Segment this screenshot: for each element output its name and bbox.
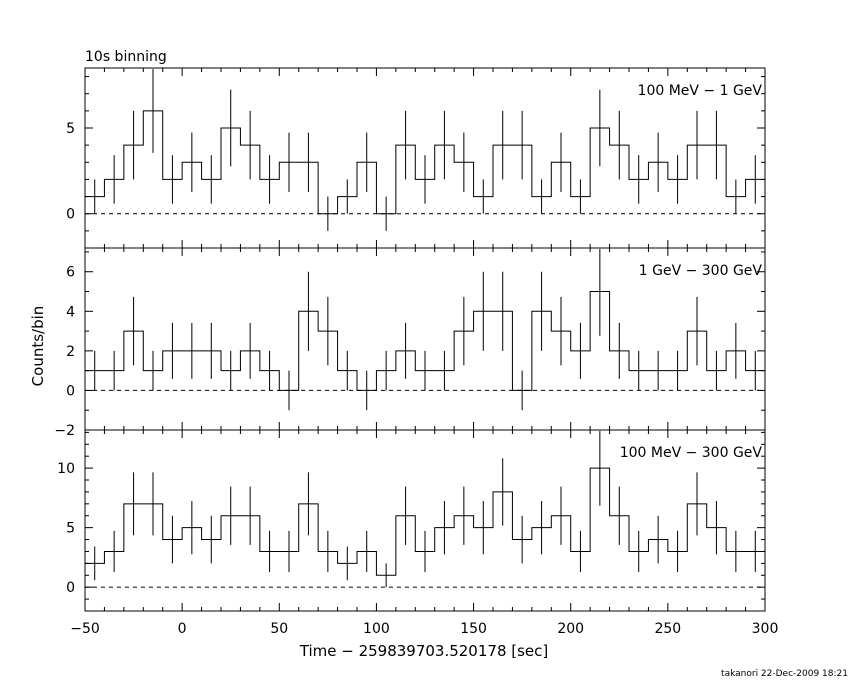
energy-band-label: 1 GeV − 300 GeV <box>639 263 763 279</box>
y-tick-label: 4 <box>66 304 75 320</box>
y-tick-label: 6 <box>66 265 75 281</box>
histogram-series <box>85 467 765 576</box>
panel-low-energy: 0 5 100 MeV − 1 GeV <box>66 67 766 249</box>
histogram-series <box>85 110 765 215</box>
y-axis-label: Counts/bin <box>29 306 47 387</box>
x-tick-label: 250 <box>654 621 681 637</box>
y-tick-label: 2 <box>66 344 75 360</box>
x-tick-label: 0 <box>178 621 187 637</box>
x-tick-label: 150 <box>460 621 487 637</box>
panel-high-energy: −2 0 2 4 6 1 GeV − 300 GeV <box>54 247 766 439</box>
panel-frame <box>84 429 766 612</box>
y-tick-label: −2 <box>54 423 75 439</box>
y-tick-label: 5 <box>66 121 75 137</box>
y-tick-label: 5 <box>66 521 75 537</box>
x-tick-label: −50 <box>70 621 100 637</box>
x-tick-label: 200 <box>557 621 584 637</box>
energy-band-label: 100 MeV − 1 GeV <box>638 83 763 99</box>
x-tick-label: 100 <box>363 621 390 637</box>
y-tick-label: 0 <box>66 580 75 596</box>
y-tick-label: 10 <box>57 461 75 477</box>
x-tick-label: 300 <box>752 621 779 637</box>
energy-band-label: 100 MeV − 300 GeV <box>620 445 763 461</box>
x-axis-label: Time − 259839703.520178 [sec] <box>299 642 549 660</box>
histogram-series <box>85 291 765 391</box>
panel-all-energy: 0 5 10 100 MeV − 300 GeV −50 0 50 100 150 200 250 3… <box>57 429 779 637</box>
footer-stamp: takanori 22-Dec-2009 18:21 <box>721 669 848 679</box>
y-tick-label: 0 <box>66 383 75 399</box>
x-tick-label: 50 <box>270 621 288 637</box>
y-tick-label: 0 <box>66 207 75 223</box>
chart-title: 10s binning <box>85 49 167 65</box>
